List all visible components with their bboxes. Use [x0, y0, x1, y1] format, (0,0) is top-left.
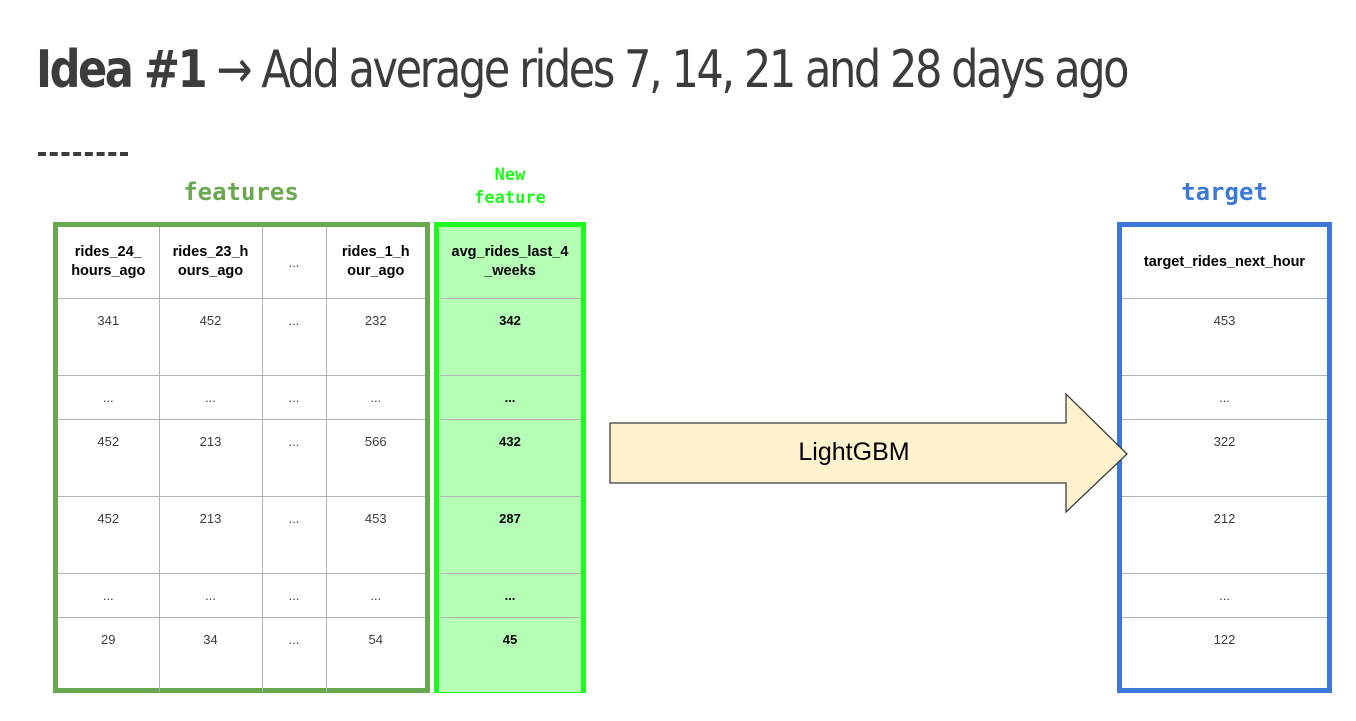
table-cell: 453 [1122, 297, 1327, 376]
table-row: ... [439, 374, 581, 420]
title-rest: → Add average rides 7, 14, 21 and 28 day… [205, 40, 1129, 100]
features-table-frame: rides_24_ hours_ago rides_23_h ours_ago … [53, 222, 430, 693]
table-row: ... [1122, 572, 1327, 618]
table-cell: 45 [439, 616, 581, 692]
features-table: rides_24_ hours_ago rides_23_h ours_ago … [58, 227, 425, 692]
table-cell: ... [261, 374, 327, 420]
title-underline-rule [38, 152, 128, 156]
features-label: features [183, 178, 299, 206]
table-cell: ... [261, 297, 327, 376]
table-cell: ... [261, 418, 327, 497]
table-row: 452 213 ... 453 [58, 495, 425, 574]
model-label: LightGBM [798, 438, 910, 466]
slide-title: Idea #1 → Add average rides 7, 14, 21 an… [36, 40, 1130, 100]
new-feature-label: New feature [436, 164, 584, 210]
table-cell: 453 [325, 495, 425, 574]
table-cell: ... [58, 374, 160, 420]
table-row: ... ... ... ... [58, 374, 425, 420]
table-cell: ... [439, 374, 581, 420]
table-cell: ... [325, 572, 425, 618]
table-cell: ... [1122, 572, 1327, 618]
new-feature-header-row: avg_rides_last_4 _weeks [439, 227, 581, 299]
table-row: 341 452 ... 232 [58, 297, 425, 376]
table-cell: 341 [58, 297, 160, 376]
features-header-cell: rides_1_h our_ago [325, 227, 425, 299]
table-cell: 452 [58, 418, 160, 497]
model-arrow-shape [609, 392, 1128, 514]
new-feature-table-frame: avg_rides_last_4 _weeks 342 ... 432 287 … [434, 222, 586, 693]
table-row: 453 [1122, 297, 1327, 376]
target-header-row: target_rides_next_hour [1122, 227, 1327, 299]
features-header-cell: rides_24_ hours_ago [58, 227, 160, 299]
table-cell: 213 [158, 495, 263, 574]
table-row: ... [439, 572, 581, 618]
table-cell: ... [58, 572, 160, 618]
table-row: ... [1122, 374, 1327, 420]
table-row: 29 34 ... 54 [58, 616, 425, 692]
title-strong: Idea #1 [36, 40, 208, 100]
table-row: ... ... ... ... [58, 572, 425, 618]
table-row: 322 [1122, 418, 1327, 497]
table-row: 122 [1122, 616, 1327, 692]
table-cell: ... [325, 374, 425, 420]
table-cell: 452 [158, 297, 263, 376]
table-cell: 212 [1122, 495, 1327, 574]
table-cell: ... [158, 374, 263, 420]
table-cell: 122 [1122, 616, 1327, 692]
table-row: 287 [439, 495, 581, 574]
table-cell: ... [158, 572, 263, 618]
new-feature-header-cell: avg_rides_last_4 _weeks [439, 227, 581, 299]
table-cell: 566 [325, 418, 425, 497]
table-row: 432 [439, 418, 581, 497]
table-cell: 29 [58, 616, 160, 692]
features-header-cell: ... [261, 227, 327, 299]
table-row: 212 [1122, 495, 1327, 574]
table-cell: 54 [325, 616, 425, 692]
table-cell: 213 [158, 418, 263, 497]
table-cell: 322 [1122, 418, 1327, 497]
table-row: 452 213 ... 566 [58, 418, 425, 497]
model-arrow [609, 392, 1128, 514]
features-header-row: rides_24_ hours_ago rides_23_h ours_ago … [58, 227, 425, 299]
table-cell: 432 [439, 418, 581, 497]
table-cell: ... [261, 616, 327, 692]
table-cell: 342 [439, 297, 581, 376]
target-header-cell: target_rides_next_hour [1122, 227, 1327, 299]
table-row: 342 [439, 297, 581, 376]
target-table-frame: target_rides_next_hour 453 ... 322 212 .… [1117, 222, 1332, 693]
table-cell: 34 [158, 616, 263, 692]
table-cell: 232 [325, 297, 425, 376]
table-cell: ... [439, 572, 581, 618]
table-row: 45 [439, 616, 581, 692]
table-cell: 287 [439, 495, 581, 574]
target-label: target [1181, 178, 1268, 206]
table-cell: ... [1122, 374, 1327, 420]
table-cell: ... [261, 572, 327, 618]
table-cell: 452 [58, 495, 160, 574]
features-header-cell: rides_23_h ours_ago [158, 227, 263, 299]
new-feature-label-line1: New [494, 165, 526, 185]
table-cell: ... [261, 495, 327, 574]
new-feature-label-line2: feature [474, 188, 546, 208]
target-table: target_rides_next_hour 453 ... 322 212 .… [1122, 227, 1327, 692]
new-feature-table: avg_rides_last_4 _weeks 342 ... 432 287 … [439, 227, 581, 692]
